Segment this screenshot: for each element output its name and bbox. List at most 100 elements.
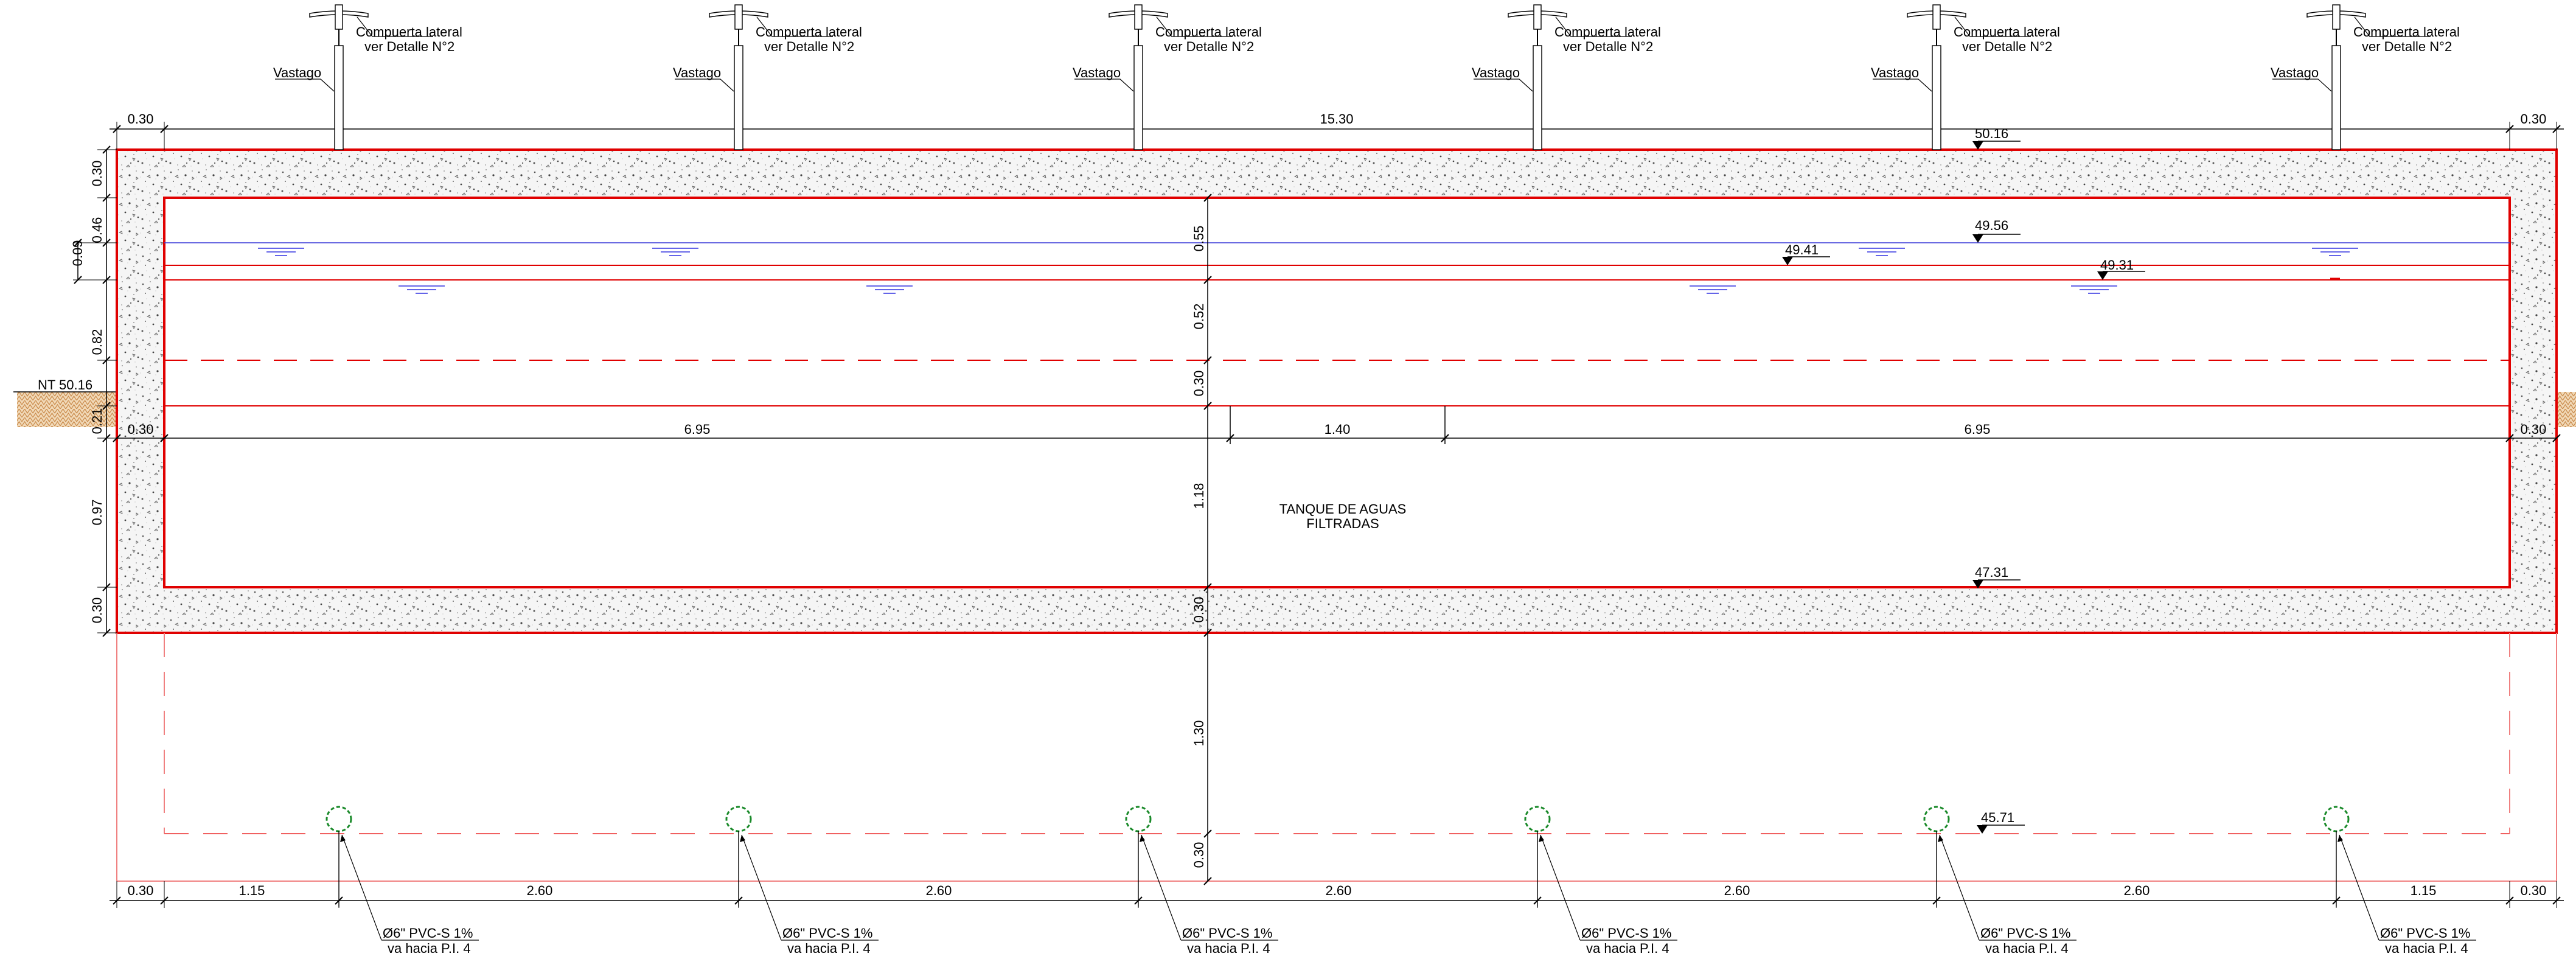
gate-leader: [357, 16, 433, 37]
water-level-icon: [258, 248, 304, 256]
gate-stem: [1932, 45, 1941, 150]
dim-tick: [1203, 629, 1212, 637]
dim-tick: [1203, 877, 1212, 885]
pipe-label-line2: va hacia P.I. 4: [2385, 941, 2468, 956]
water-level-icon: [2312, 248, 2358, 256]
dim-center-b: 0.52: [1191, 304, 1206, 330]
pipe-4: Ø6" PVC-S 1%va hacia P.I. 4: [1524, 806, 1677, 956]
dim-bot-spacing-3: 2.60: [1326, 883, 1352, 898]
pipe-leader: [1939, 834, 1980, 941]
pipe-circle-icon: [1524, 806, 1551, 832]
dim-tick: [160, 434, 169, 442]
dim-tick: [1203, 402, 1212, 410]
pipe-leader-arrow-icon: [740, 835, 745, 842]
water-level-icon: [399, 285, 445, 294]
dim-left-lower: 0.97: [89, 500, 105, 526]
gate-leader: [756, 16, 833, 37]
gate-leader: [2354, 16, 2431, 37]
pipe-label-line2: va hacia P.I. 4: [787, 941, 871, 956]
gate-leader: [1156, 16, 1233, 37]
dim-tick: [2552, 434, 2561, 442]
gate-label-line1: Compuerta lateral: [2353, 24, 2460, 40]
stem-leader: [1474, 78, 1533, 92]
dim-left-small: 0.09: [70, 240, 85, 267]
dim-tick: [1226, 434, 1234, 442]
water-level-icon: [2071, 285, 2117, 294]
level-pipe: 45.71: [1981, 810, 2014, 825]
dim-center-g: 0.30: [1191, 842, 1206, 868]
dim-tick: [1203, 583, 1212, 591]
dim-left-middle: 0.82: [89, 329, 105, 355]
concrete-walls: [117, 150, 2557, 633]
gate-hub: [1932, 4, 1941, 30]
stem-label: Vastago: [2271, 65, 2319, 80]
dim-bot-right-wall: 0.30: [2521, 883, 2547, 898]
dim-top-total: 15.30: [1320, 111, 1353, 127]
dim-left-upper: 0.46: [89, 217, 105, 243]
pipe-leader: [2339, 834, 2379, 941]
stem-label: Vastago: [673, 65, 721, 80]
ground-soil-right: [2557, 392, 2576, 427]
pipe-leader-arrow-icon: [340, 835, 346, 842]
gate-stem: [1533, 45, 1542, 150]
dim-mid-left-wall: 0.30: [128, 422, 154, 437]
gate-stem: [734, 45, 743, 150]
level-weir-left: 49.41: [1785, 242, 1819, 257]
stem-leader: [275, 78, 335, 92]
dim-mid-left: 6.95: [684, 422, 711, 437]
pipe-5: Ø6" PVC-S 1%va hacia P.I. 4: [1923, 806, 2076, 956]
dim-tick: [1203, 829, 1212, 838]
dim-tick: [1441, 434, 1449, 442]
stem-label: Vastago: [273, 65, 321, 80]
pipe-label-line1: Ø6" PVC-S 1%: [383, 926, 473, 941]
water-level-icon: [652, 248, 698, 256]
level-tank-bottom: 47.31: [1975, 565, 2008, 580]
level-marker-pipe-icon: [1977, 825, 2025, 834]
gate-hub: [335, 4, 343, 30]
pipe-leader: [1141, 834, 1182, 941]
pipe-label-line2: va hacia P.I. 4: [1985, 941, 2069, 956]
dim-bot-left-wall: 0.30: [128, 883, 154, 898]
pipe-1: Ø6" PVC-S 1%va hacia P.I. 4: [325, 806, 479, 956]
gate-hub: [2332, 4, 2341, 30]
level-marker-weir-left-icon: [1782, 256, 1830, 265]
pipe-label-line1: Ø6" PVC-S 1%: [1182, 926, 1272, 941]
dim-top-left-wall: 0.30: [128, 111, 154, 127]
pipe-label-line2: va hacia P.I. 4: [388, 941, 471, 956]
gate-label-line1: Compuerta lateral: [756, 24, 862, 40]
inner-wall-outline: [163, 197, 2511, 588]
dim-center-f: 1.30: [1191, 720, 1206, 747]
pipe-label-line1: Ø6" PVC-S 1%: [2380, 926, 2470, 941]
stem-leader: [2272, 78, 2332, 92]
dim-bot-first: 1.15: [239, 883, 265, 898]
dim-center-d: 1.18: [1191, 483, 1206, 509]
gate-label-line2: ver Detalle N°2: [1164, 39, 1254, 54]
gate-label-line2: ver Detalle N°2: [1962, 39, 2052, 54]
pipe-leader: [341, 834, 382, 941]
stem-leader: [1873, 78, 1932, 92]
level-marker-top-icon: [1972, 141, 2021, 150]
stem-label: Vastago: [1073, 65, 1121, 80]
dim-tick: [2505, 434, 2514, 442]
dim-bot-spacing-4: 2.60: [1724, 883, 1750, 898]
gate-label-line1: Compuerta lateral: [356, 24, 462, 40]
pipe-label-line2: va hacia P.I. 4: [1586, 941, 1669, 956]
pipe-2: Ø6" PVC-S 1%va hacia P.I. 4: [725, 806, 879, 956]
dim-tick: [1203, 194, 1212, 202]
gate-hub: [734, 4, 743, 30]
pipe-label-line1: Ø6" PVC-S 1%: [782, 926, 872, 941]
pipe-circle-icon: [2323, 806, 2350, 832]
dim-center-e: 0.30: [1191, 597, 1206, 623]
gate-leader: [1555, 16, 1632, 37]
gate-label-line1: Compuerta lateral: [1554, 24, 1661, 40]
dim-left-top-slab: 0.30: [89, 161, 105, 187]
tank-label-line1: TANQUE DE AGUAS: [1279, 501, 1407, 517]
pipe-circle-icon: [1125, 806, 1152, 832]
level-marker-bottom-icon: [1972, 579, 2021, 588]
pipe-3: Ø6" PVC-S 1%va hacia P.I. 4: [1125, 806, 1278, 956]
dim-bot-last: 1.15: [2411, 883, 2437, 898]
